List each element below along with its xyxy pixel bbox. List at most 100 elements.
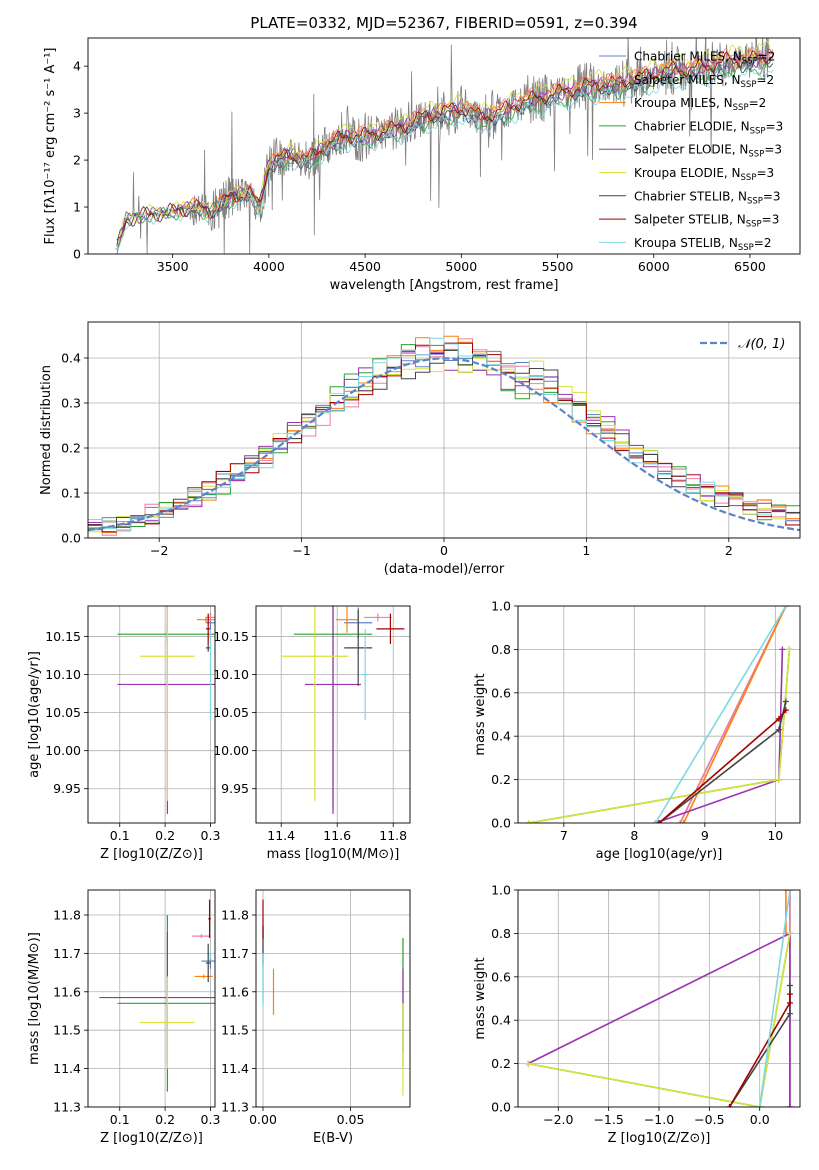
legend-entry: Chabrier STELIB, NSSP=3: [634, 189, 781, 206]
panel-age-vs-mass: 11.4 11.6 11.8 9.95 10.00 10.05 10.10 10.15 mass…: [213, 605, 411, 862]
grid-weight-vs-Z: [518, 890, 800, 1107]
y-tick-label: 1.0: [491, 599, 511, 614]
spectrum-legend: Chabrier MILES, NSSP=2 Salpeter MILES, NS…: [599, 50, 783, 253]
y-tick-label: 0.2: [61, 441, 81, 456]
y-tick-label: 11.6: [221, 984, 249, 999]
legend-suffix: =2: [758, 50, 776, 64]
x-axis-label: Z [log10(Z/Z⊙)]: [100, 1131, 203, 1146]
axes-frame: [87, 37, 801, 255]
weight-marker-6: [782, 698, 789, 705]
residual-hist-2: [88, 335, 800, 534]
x-tick-label: −2: [150, 543, 168, 558]
weight-line-5: [527, 933, 791, 1107]
model-line-8: [114, 65, 774, 250]
x-tick-label: 9: [701, 828, 709, 843]
x-tick-label: 0.2: [155, 1112, 175, 1127]
weight-marker-6: [786, 1010, 793, 1017]
y-axis-label: Flux [fλ10⁻¹⁷ erg cm⁻² s⁻¹ A⁻¹]: [43, 48, 58, 245]
model-line-7: [116, 50, 774, 241]
y-tick-label: 0.2: [491, 1056, 511, 1071]
x-axis-label: (data-model)/error: [384, 562, 505, 577]
x-tick-label: 0.1: [110, 1112, 130, 1127]
y-tick-label: 11.4: [221, 1061, 249, 1076]
x-tick-label: 6000: [638, 259, 670, 274]
legend-entry: Kroupa STELIB, NSSP=2: [634, 236, 772, 253]
x-tick-label: 11.6: [323, 828, 351, 843]
weight-line-2: [682, 606, 787, 823]
weight-marker-5: [786, 646, 793, 653]
y-tick-label: 10.15: [213, 629, 249, 644]
legend-suffix: =2: [749, 96, 767, 110]
y-tick-label: 10.10: [45, 667, 81, 682]
axes-frame: [255, 889, 411, 1108]
x-tick-label: −1.5: [593, 1112, 623, 1127]
y-tick-label: 11.5: [221, 1023, 249, 1038]
x-tick-label: 11.4: [267, 828, 295, 843]
weight-line-7: [658, 709, 787, 823]
grid-mass-vs-EBV: [256, 890, 410, 1107]
x-tick-label: 8: [630, 828, 638, 843]
weight-marker-5: [525, 1060, 532, 1067]
grid-age-vs-mass: [256, 606, 410, 823]
y-tick-label: 1: [73, 200, 81, 215]
x-tick-label: 0.3: [201, 1112, 221, 1127]
legend-suffix: =3: [763, 189, 781, 203]
x-tick-label: 2: [725, 543, 733, 558]
legend-suffix: =3: [756, 166, 774, 180]
x-tick-label: 1: [582, 543, 590, 558]
x-tick-label: 3500: [157, 259, 189, 274]
residual-hist-8: [88, 337, 800, 532]
legend-sub: SSP: [748, 150, 764, 160]
y-tick-label: 11.3: [221, 1100, 249, 1115]
weight-marker-2: [680, 820, 687, 823]
legend-sub: SSP: [742, 57, 758, 67]
legend-suffix: =2: [756, 73, 774, 87]
x-tick-label: 0.0: [750, 1112, 770, 1127]
x-tick-label: 0.1: [110, 828, 130, 843]
y-tick-label: 0.3: [61, 396, 81, 411]
plot-area-weight-vs-Z: [518, 890, 800, 1107]
legend-entry: Salpeter STELIB, NSSP=3: [634, 213, 779, 230]
legend-entry: Chabrier ELODIE, NSSP=3: [634, 119, 783, 136]
y-tick-label: 0.8: [491, 642, 511, 657]
panel-residuals: −2 −1 0 1 2 0.0 0.1 0.2 0.3 0.4 (data-model)/error…: [39, 321, 801, 577]
legend-entry: Salpeter MILES, NSSP=2: [634, 73, 774, 90]
legend-entry: Kroupa MILES, NSSP=2: [634, 96, 766, 113]
legend-sub: SSP: [746, 220, 762, 230]
y-tick-label: 3: [73, 106, 81, 121]
x-tick-label: 0.3: [201, 828, 221, 843]
weight-line-8: [654, 606, 787, 823]
weight-marker-5: [786, 930, 793, 937]
weight-marker-8: [756, 1104, 763, 1107]
legend-sub: SSP: [741, 173, 757, 183]
x-tick-label: −1: [292, 543, 310, 558]
y-tick-label: 1.0: [491, 883, 511, 898]
x-tick-label: −2.0: [543, 1112, 573, 1127]
y-axis-label: mass weight: [473, 673, 488, 755]
x-tick-label: 0.2: [155, 828, 175, 843]
panel-weight-vs-Z: −2.0 −1.5 −1.0 −0.5 0.0 0.0 0.2 0.4 0.6 0.8 1.0 Z […: [473, 883, 801, 1146]
legend-sub: SSP: [733, 103, 749, 113]
x-tick-label: 11.8: [379, 828, 407, 843]
y-tick-label: 0.1: [61, 486, 81, 501]
y-tick-label: 11.6: [53, 984, 81, 999]
figure-title: PLATE=0332, MJD=52367, FIBERID=0591, z=0…: [250, 14, 637, 32]
plot-area-mass-vs-EBV: [256, 890, 410, 1107]
legend-sub: SSP: [741, 80, 757, 90]
y-tick-label: 11.7: [53, 946, 81, 961]
y-tick-label: 9.95: [53, 781, 81, 796]
y-tick-label: 10.05: [213, 705, 249, 720]
legend-sub: SSP: [750, 126, 766, 136]
y-tick-label: 11.5: [53, 1023, 81, 1038]
x-tick-label: 10: [767, 828, 783, 843]
x-tick-label: 5000: [445, 259, 477, 274]
x-tick-label: −0.5: [694, 1112, 724, 1127]
x-tick-label: 0: [440, 543, 448, 558]
weight-marker-4: [779, 646, 786, 653]
y-tick-label: 10.10: [213, 667, 249, 682]
x-tick-label: −1.0: [644, 1112, 674, 1127]
y-tick-label: 0.0: [61, 531, 81, 546]
y-tick-label: 10.15: [45, 629, 81, 644]
x-axis-label: E(B-V): [313, 1131, 353, 1146]
y-tick-label: 11.8: [221, 907, 249, 922]
